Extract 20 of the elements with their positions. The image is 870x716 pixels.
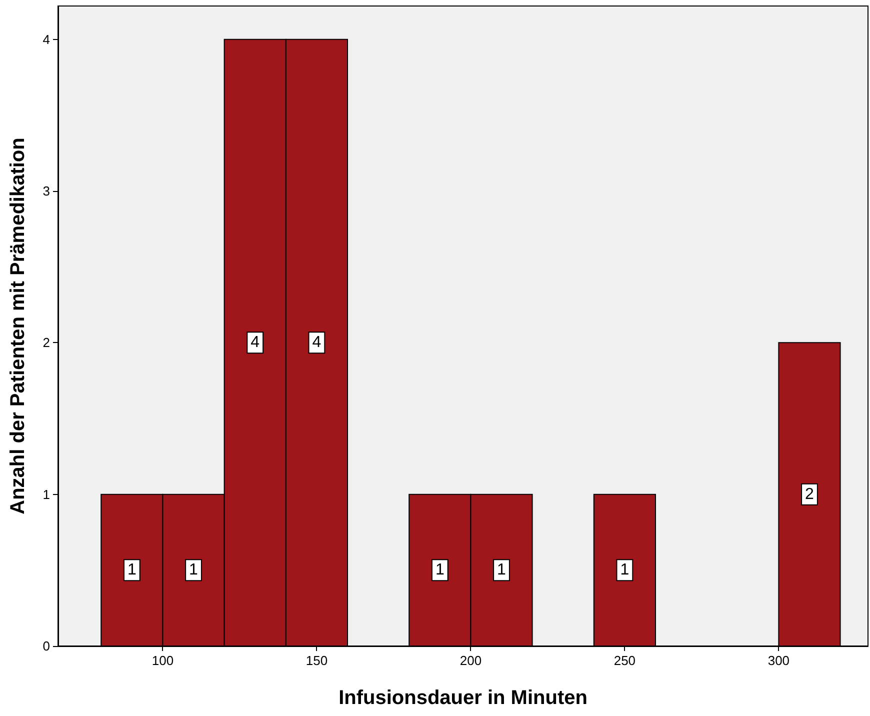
x-tick-label: 150 — [306, 653, 328, 668]
x-tick-label: 200 — [460, 653, 482, 668]
y-tick-label: 4 — [42, 32, 50, 47]
data-label: 2 — [805, 486, 814, 503]
y-tick-label: 2 — [42, 335, 50, 350]
y-tick-label: 3 — [42, 184, 50, 199]
y-tick-label: 1 — [42, 486, 50, 502]
y-tick-label: 0 — [42, 638, 50, 654]
x-axis-title: Infusionsdauer in Minuten — [338, 687, 588, 709]
data-label: 4 — [312, 334, 322, 352]
x-tick-label: 300 — [768, 653, 790, 668]
data-label: 1 — [497, 562, 506, 579]
data-label: 4 — [250, 334, 260, 352]
x-tick-label: 250 — [614, 653, 636, 668]
data-label: 1 — [189, 562, 198, 579]
data-label: 1 — [127, 562, 136, 579]
data-label: 1 — [620, 562, 630, 579]
x-tick-label: 100 — [152, 653, 174, 668]
y-axis-title: Anzahl der Patienten mit Prämedikation — [7, 138, 29, 514]
data-label: 1 — [435, 562, 444, 579]
